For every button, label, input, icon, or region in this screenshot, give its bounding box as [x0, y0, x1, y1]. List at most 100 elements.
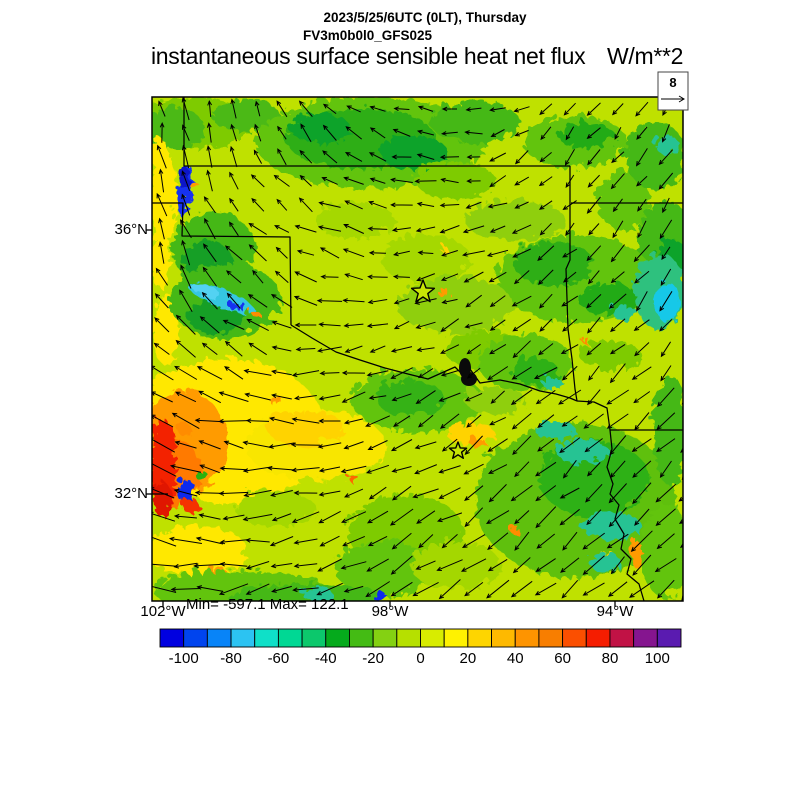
wind-reference-value: 8: [669, 75, 677, 90]
wind-arrow: [230, 123, 237, 142]
wind-arrow: [392, 274, 410, 280]
wind-arrow: [344, 200, 363, 210]
wind-arrow: [223, 440, 244, 449]
colorbar-segment: [325, 628, 350, 648]
wind-arrow: [318, 466, 341, 473]
wind-arrow: [561, 579, 579, 599]
wind-arrow: [539, 103, 553, 116]
wind-arrow: [634, 270, 650, 284]
wind-arrow: [511, 224, 532, 234]
wind-arrow: [169, 464, 202, 473]
wind-arrow: [539, 318, 553, 332]
wind-arrow: [204, 217, 216, 240]
wind-arrow: [685, 270, 695, 284]
wind-arrow: [538, 176, 553, 187]
wind-arrow: [175, 339, 196, 358]
wind-arrow: [181, 97, 190, 121]
colorbar-segment: [206, 628, 232, 648]
flux-patch: [532, 417, 572, 437]
wind-arrow: [606, 389, 629, 405]
wind-arrow: [587, 316, 601, 334]
wind-arrow: [270, 293, 293, 308]
wind-arrow: [253, 149, 263, 164]
wind-arrow: [366, 323, 389, 329]
wind-arrow: [635, 101, 649, 117]
wind-arrow: [438, 465, 461, 474]
wind-arrow: [393, 320, 410, 330]
lat-label-36n: 36°N: [114, 221, 148, 238]
wind-arrow: [198, 513, 221, 520]
flux-patch: [312, 199, 392, 235]
wind-arrow: [510, 484, 533, 502]
wind-arrow: [293, 563, 318, 569]
colorbar-tick-label: -20: [362, 650, 384, 667]
wind-arrow: [248, 244, 267, 262]
wind-arrow: [158, 100, 166, 117]
wind-arrow: [293, 538, 318, 545]
wind-arrow: [322, 150, 338, 164]
flux-patch: [394, 274, 510, 330]
wind-arrow: [369, 127, 386, 139]
wind-arrow: [244, 392, 271, 401]
wind-arrow: [417, 414, 434, 428]
wind-arrow: [609, 343, 626, 355]
colorbar: [159, 628, 682, 648]
flux-patch: [510, 238, 590, 282]
wind-arrow: [636, 291, 648, 312]
wind-arrow: [391, 485, 412, 501]
wind-arrow: [514, 510, 530, 525]
wind-arrow: [537, 245, 555, 261]
wind-arrow: [656, 412, 676, 431]
wind-arrow: [218, 491, 249, 496]
wind-arrow: [198, 390, 222, 404]
wind-arrow: [318, 418, 341, 424]
wind-arrow: [277, 148, 287, 166]
wind-arrow: [561, 295, 579, 307]
wind-arrow: [207, 99, 213, 117]
wind-arrow: [660, 365, 672, 382]
wind-arrow: [686, 126, 693, 139]
wind-arrow: [271, 345, 292, 352]
wind-arrow: [271, 585, 292, 593]
wind-arrow: [158, 241, 165, 264]
wind-arrow: [540, 126, 552, 141]
wind-arrow: [485, 510, 510, 524]
wind-arrow: [488, 464, 508, 474]
colorbar-tick-label: 60: [554, 650, 571, 667]
wind-arrow: [318, 490, 341, 497]
wind-arrow: [181, 170, 191, 191]
wind-arrow: [586, 342, 602, 356]
colorbar-segment: [491, 628, 516, 648]
wind-arrow: [153, 342, 170, 355]
flux-patch: [175, 164, 187, 186]
wind-arrow: [276, 198, 288, 211]
wind-arrow: [152, 391, 173, 403]
wind-arrow: [512, 435, 532, 456]
wind-arrow: [203, 243, 217, 263]
wind-arrow: [229, 171, 239, 190]
wind-arrow: [586, 509, 602, 526]
wind-arrow: [462, 225, 485, 234]
wind-arrow: [416, 347, 435, 352]
wind-arrow: [201, 342, 218, 355]
flux-patch: [173, 475, 191, 499]
wind-arrow: [369, 177, 386, 184]
wind-arrow: [270, 563, 293, 569]
wind-arrow: [317, 225, 342, 232]
wind-arrow: [393, 298, 410, 305]
flux-patch: [287, 110, 347, 140]
wind-arrow: [291, 417, 320, 424]
wind-arrow: [637, 198, 647, 212]
wind-arrow: [586, 245, 602, 262]
wind-arrow: [245, 561, 270, 570]
wind-arrow: [657, 387, 675, 408]
colorbar-segment: [254, 628, 279, 648]
wind-arrow: [588, 365, 600, 381]
wind-arrow: [659, 318, 673, 332]
wind-arrow: [440, 177, 459, 184]
wind-arrow: [460, 558, 487, 572]
flux-patch: [577, 508, 637, 536]
wind-arrow: [633, 319, 650, 331]
wind-arrow: [418, 368, 434, 379]
wind-arrow: [366, 370, 389, 377]
